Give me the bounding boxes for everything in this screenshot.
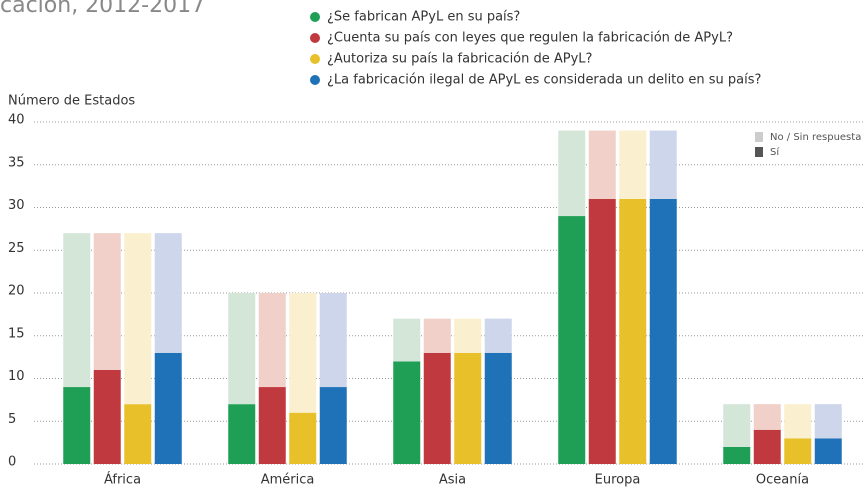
x-tick-label: Oceanía: [756, 473, 809, 488]
bar-no: [319, 293, 347, 388]
bar-no: [588, 130, 616, 199]
legend-marker: [310, 12, 320, 22]
x-tick-label: América: [261, 473, 315, 488]
legend-label: ¿La fabricación ilegal de APyL es consid…: [327, 73, 761, 88]
bar-yes: [319, 387, 347, 464]
legend-label: ¿Autoriza su país la fabricación de APyL…: [327, 52, 592, 67]
bar-yes: [393, 361, 421, 464]
bar-no: [289, 293, 317, 413]
bar-no: [124, 233, 152, 405]
bar-no: [619, 130, 647, 199]
bar-no: [484, 318, 512, 353]
bar-no: [228, 293, 256, 405]
bar-yes: [154, 352, 182, 464]
y-tick-label: 15: [8, 326, 25, 341]
bar-no: [753, 404, 781, 430]
bar-no: [393, 318, 421, 362]
legend-swatch: [755, 147, 763, 157]
bar-yes: [228, 404, 256, 464]
y-tick-label: 10: [8, 369, 25, 384]
y-tick-label: 30: [8, 198, 25, 213]
legend-marker: [310, 75, 320, 85]
bar-yes: [558, 216, 586, 464]
y-tick-label: 25: [8, 241, 25, 256]
bar-no: [258, 293, 286, 388]
bar-yes: [484, 352, 512, 464]
bar-yes: [814, 438, 842, 464]
bar-yes: [258, 387, 286, 464]
legend-label: ¿Cuenta su país con leyes que regulen la…: [327, 31, 733, 46]
bar-yes: [619, 198, 647, 464]
bar-yes: [289, 412, 317, 464]
bar-yes: [124, 404, 152, 464]
legend-swatch: [755, 132, 763, 142]
bar-yes: [723, 446, 751, 464]
bar-yes: [63, 387, 91, 464]
y-tick-label: 5: [8, 412, 16, 427]
legend-label: ¿Se fabrican APyL en su país?: [327, 10, 520, 25]
bar-no: [63, 233, 91, 388]
bar-no: [649, 130, 677, 199]
bar-yes: [753, 429, 781, 464]
bar-yes: [454, 352, 482, 464]
bar-no: [723, 404, 751, 447]
bar-no: [814, 404, 842, 439]
bar-no: [154, 233, 182, 353]
x-tick-label: Europa: [595, 473, 641, 488]
bar-no: [423, 318, 451, 353]
bar-yes: [423, 352, 451, 464]
chart-title: cación, 2012-2017: [0, 0, 205, 18]
bar-no: [558, 130, 586, 217]
legend-marker: [310, 54, 320, 64]
legend-label: No / Sin respuesta: [770, 132, 861, 143]
bar-no: [454, 318, 482, 353]
bar-yes: [93, 369, 121, 464]
bar-yes: [784, 438, 812, 464]
bar-no: [784, 404, 812, 439]
bar-yes: [649, 198, 677, 464]
bar-yes: [588, 198, 616, 464]
x-tick-label: Asia: [439, 473, 466, 488]
y-tick-label: 0: [8, 455, 16, 470]
bar-no: [93, 233, 121, 370]
y-tick-label: 40: [8, 113, 25, 128]
legend-label: Sí: [770, 146, 780, 158]
y-tick-label: 20: [8, 284, 25, 299]
x-tick-label: África: [104, 472, 141, 488]
legend-marker: [310, 33, 320, 43]
y-tick-label: 35: [8, 155, 25, 170]
y-axis-label: Número de Estados: [8, 94, 135, 109]
